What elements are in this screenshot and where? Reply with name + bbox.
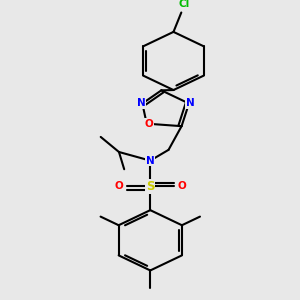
Text: O: O <box>177 182 186 191</box>
Text: O: O <box>115 182 123 191</box>
Text: N: N <box>186 98 195 109</box>
Text: S: S <box>146 180 154 193</box>
Text: O: O <box>145 118 154 129</box>
Text: N: N <box>137 98 146 109</box>
Text: Cl: Cl <box>178 0 190 9</box>
Text: N: N <box>146 156 155 166</box>
